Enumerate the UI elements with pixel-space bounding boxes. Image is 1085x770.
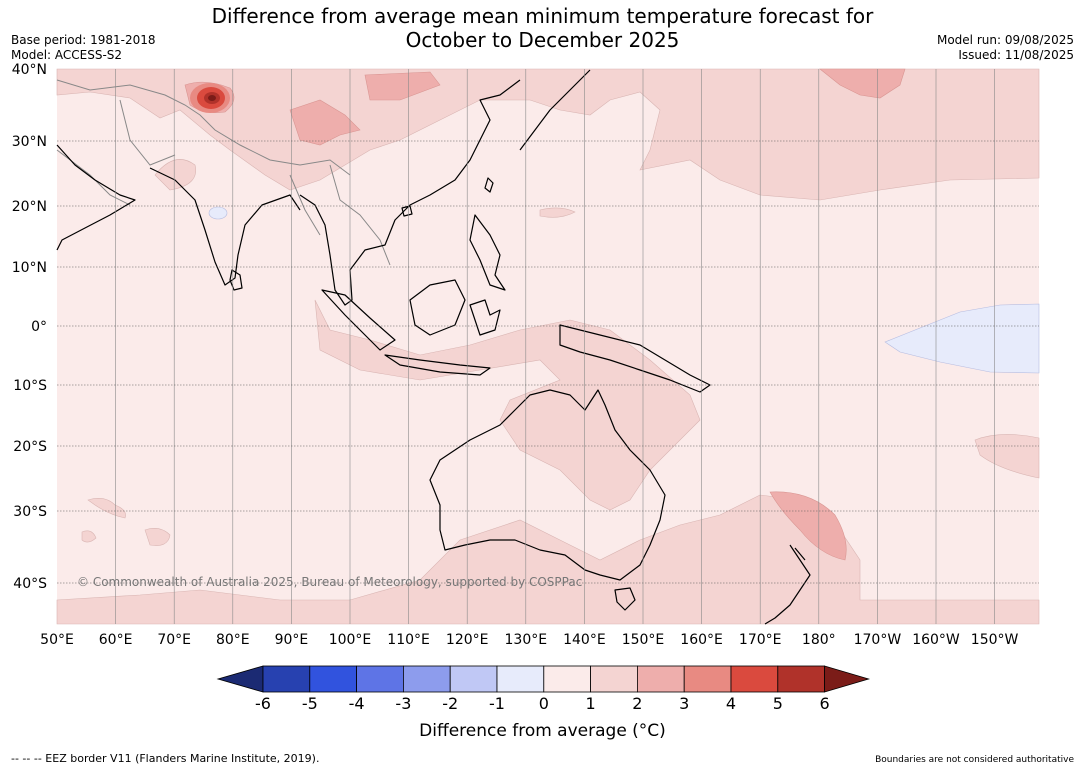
latitude-label: 30°S xyxy=(13,504,47,520)
borneo-outline xyxy=(409,279,466,336)
anomaly-1-2-regions xyxy=(56,68,1040,625)
sulawesi-outline xyxy=(469,299,501,336)
model-run: Model run: 09/08/2025 xyxy=(936,33,1074,47)
colorbar-segment xyxy=(637,665,685,693)
colorbar-segment xyxy=(402,665,451,693)
longitude-label: 180° xyxy=(802,632,836,648)
colorbar-segment xyxy=(683,665,732,693)
colorbar-tick-label: 2 xyxy=(632,694,642,713)
southeast-asia-coast xyxy=(299,79,521,306)
colorbar-label: Difference from average (°C) xyxy=(419,721,666,741)
longitude-label: 150°E xyxy=(622,632,665,648)
longitude-label: 70°E xyxy=(157,632,191,648)
issued-date: Issued: 11/08/2025 xyxy=(958,48,1074,62)
colorbar-extend-high xyxy=(824,665,871,693)
latitude-label: 0° xyxy=(31,319,47,335)
arabia-outline xyxy=(56,144,136,251)
colorbar-segment xyxy=(309,665,357,693)
colorbar-tick-label: 4 xyxy=(726,694,736,713)
latitude-label: 40°S xyxy=(13,576,47,592)
colorbar-segment xyxy=(449,665,498,693)
anomaly-hotspot xyxy=(190,83,230,113)
colorbar-segment xyxy=(777,665,825,693)
anomaly-neg1-0-regions xyxy=(208,206,1040,374)
colorbar-segment xyxy=(356,665,404,693)
longitude-label: 50°E xyxy=(40,632,74,648)
longitude-label: 170°W xyxy=(854,632,902,648)
new-guinea-outline xyxy=(559,324,711,393)
colorbar-extend-low xyxy=(216,665,264,693)
title-line-2: October to December 2025 xyxy=(405,28,680,52)
colorbar-tick-label: -6 xyxy=(255,694,271,713)
sumatra-outline xyxy=(321,289,396,351)
tasmania-outline xyxy=(614,587,636,611)
colorbar-tick-label: 1 xyxy=(586,694,596,713)
philippines-outline xyxy=(469,214,506,291)
taiwan-outline xyxy=(484,177,494,193)
meta-left: Base period: 1981-2018 Model: ACCESS-S2 xyxy=(11,33,156,63)
latitude-label: 40°N xyxy=(12,62,47,78)
colorbar-tick-label: -4 xyxy=(349,694,365,713)
map-title: Difference from average mean minimum tem… xyxy=(0,4,1085,52)
colorbar-segment xyxy=(730,665,779,693)
colorbar-tick-label: -1 xyxy=(489,694,505,713)
boundaries-note: Boundaries are not considered authoritat… xyxy=(875,755,1074,765)
longitude-label: 130°E xyxy=(505,632,548,648)
longitude-label: 80°E xyxy=(216,632,250,648)
colorbar-tick-label: 6 xyxy=(820,694,830,713)
hainan-outline xyxy=(401,205,413,217)
longitude-label: 60°E xyxy=(99,632,133,648)
longitude-label: 160°W xyxy=(912,632,960,648)
base-period: Base period: 1981-2018 xyxy=(11,33,156,47)
colorbar-segment xyxy=(262,665,311,693)
map-grid xyxy=(57,69,1039,624)
new-zealand-outline xyxy=(764,544,811,625)
colorbar-tick-label: 0 xyxy=(539,694,549,713)
longitude-labels: 50°E 60°E 70°E 80°E 90°E 100°E 110°E 120°E 130°E… xyxy=(40,632,1018,648)
latitude-labels: 40°N 30°N 20°N 10°N 0° 10°S 20°S 30°S 40°S xyxy=(12,62,47,592)
colorbar-tick-label: -5 xyxy=(302,694,318,713)
longitude-label: 100°E xyxy=(329,632,372,648)
australia-outline xyxy=(429,389,666,581)
latitude-label: 10°S xyxy=(13,378,47,394)
longitude-label: 150°W xyxy=(971,632,1019,648)
colorbar-tick-label: -3 xyxy=(395,694,411,713)
colorbar-segment xyxy=(496,665,545,693)
longitude-label: 90°E xyxy=(275,632,309,648)
java-outline xyxy=(384,354,491,376)
longitude-label: 140°E xyxy=(563,632,606,648)
model-name: Model: ACCESS-S2 xyxy=(11,48,123,62)
land-outlines xyxy=(56,69,811,625)
colorbar-ticks: -6 -5 -4 -3 -2 -1 0 1 2 3 4 5 6 xyxy=(255,694,830,713)
longitude-label: 160°E xyxy=(680,632,723,648)
eez-note: -- -- -- EEZ border V11 (Flanders Marine… xyxy=(11,752,320,765)
meta-right: Model run: 09/08/2025 Issued: 11/08/2025 xyxy=(937,33,1074,63)
latitude-label: 10°N xyxy=(12,260,47,276)
colorbar xyxy=(216,665,871,693)
colorbar-tick-label: 3 xyxy=(679,694,689,713)
sri-lanka-outline xyxy=(229,269,243,291)
colorbar-tick-label: 5 xyxy=(773,694,783,713)
longitude-label: 120°E xyxy=(446,632,489,648)
colorbar-segment xyxy=(543,665,591,693)
colorbar-segment xyxy=(590,665,638,693)
japan-outline xyxy=(519,69,591,151)
longitude-label: 110°E xyxy=(387,632,430,648)
copyright-notice: © Commonwealth of Australia 2025, Bureau… xyxy=(77,575,582,589)
latitude-label: 20°N xyxy=(12,199,47,215)
colorbar-tick-label: -2 xyxy=(442,694,458,713)
longitude-label: 170°E xyxy=(739,632,782,648)
latitude-label: 20°S xyxy=(13,439,47,455)
latitude-label: 30°N xyxy=(12,134,47,150)
title-line-1: Difference from average mean minimum tem… xyxy=(211,4,874,28)
